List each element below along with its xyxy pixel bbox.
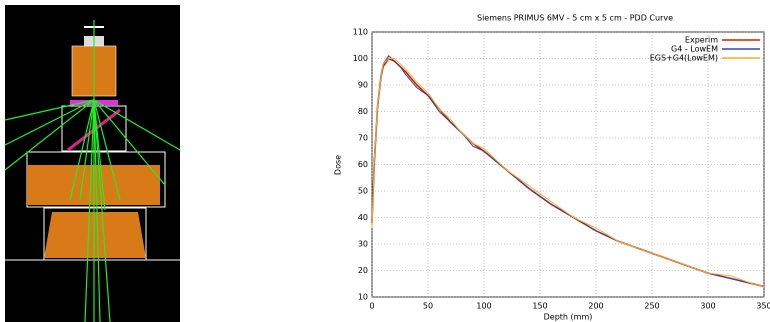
- x-tick-label: 100: [476, 302, 491, 311]
- y-tick-label: 10: [358, 293, 368, 302]
- chart-title: Siemens PRIMUS 6MV - 5 cm x 5 cm - PDD C…: [477, 14, 673, 23]
- y-tick-label: 90: [358, 81, 368, 90]
- legend-label: EGS+G4(LowEM): [650, 54, 718, 63]
- series-line: [371, 55, 765, 287]
- y-tick-label: 100: [353, 54, 368, 63]
- series-line: [371, 58, 765, 287]
- y-tick-label: 20: [358, 266, 368, 275]
- y-tick-label: 110: [353, 28, 368, 37]
- x-tick-label: 300: [700, 302, 715, 311]
- geometry-view: [4, 5, 181, 322]
- x-tick-label: 150: [532, 302, 547, 311]
- x-tick-label: 0: [369, 302, 374, 311]
- x-tick-label: 250: [644, 302, 659, 311]
- y-tick-label: 60: [358, 160, 368, 169]
- y-axis-label: Dose: [334, 155, 343, 175]
- legend-label: Experim: [685, 36, 718, 45]
- y-tick-label: 80: [358, 107, 368, 116]
- x-axis-label: Depth (mm): [544, 313, 593, 322]
- legend-label: G4 - LowEM: [671, 45, 718, 54]
- y-tick-label: 70: [358, 134, 368, 143]
- y-tick-label: 40: [358, 213, 368, 222]
- x-tick-label: 50: [423, 302, 433, 311]
- y-tick-label: 30: [358, 240, 368, 249]
- x-tick-label: 200: [588, 302, 603, 311]
- x-tick-label: 350: [756, 302, 770, 311]
- y-tick-label: 50: [358, 187, 368, 196]
- series-line: [371, 57, 765, 288]
